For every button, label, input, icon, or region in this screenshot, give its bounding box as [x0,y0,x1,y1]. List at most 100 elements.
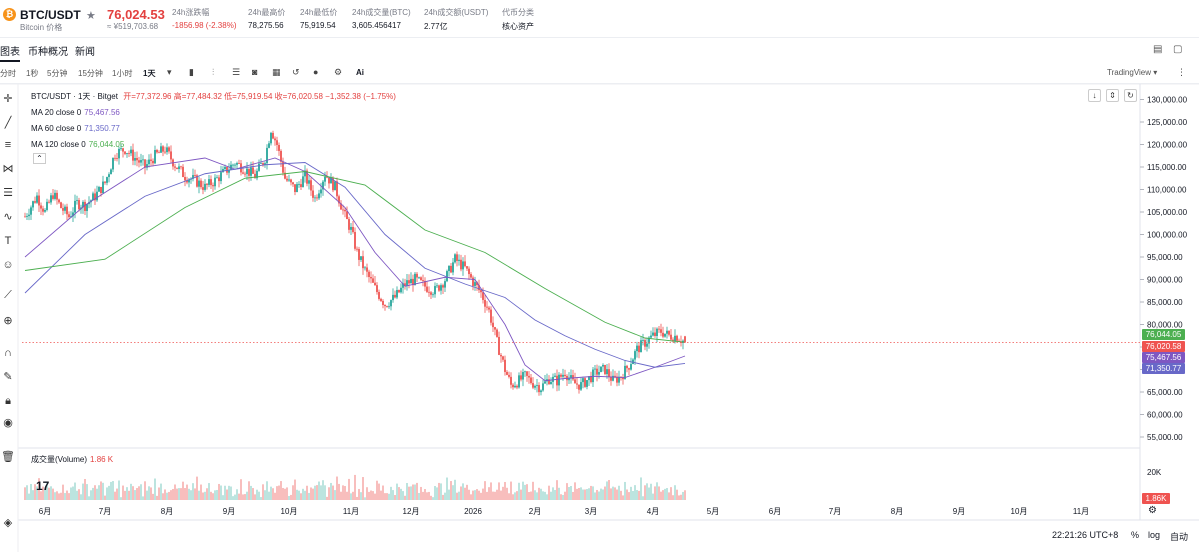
volume-bar [624,481,626,500]
candle-body [668,330,670,335]
volume-bar [296,489,298,500]
emoji-icon[interactable]: ☺ [2,259,14,271]
horizontal-lines-icon[interactable]: ≡ [4,139,12,151]
volume-bar [208,483,210,500]
volume-bar [588,488,590,500]
volume-bar [42,486,44,500]
candle-body [94,193,96,201]
expand-icon[interactable]: ⇕ [1106,89,1119,102]
indicators-icon[interactable]: ⫶ [212,67,215,77]
volume-bar [146,490,148,500]
candle-body [234,164,236,166]
fullscreen-icon[interactable]: ▢ [1173,44,1183,55]
collapse-legend-icon[interactable]: ⌃ [33,153,46,164]
log-toggle[interactable]: log [1148,530,1161,540]
candle-body [116,158,118,159]
brush-icon[interactable]: ∿ [3,211,13,223]
tab-chart[interactable]: 图表 [0,43,20,62]
crosshair-icon[interactable]: ✛ [3,93,13,105]
tab-news[interactable]: 新闻 [75,47,95,58]
interval-dropdown-icon[interactable]: ▾ [167,67,172,77]
magnet-icon[interactable]: ∩ [4,347,12,359]
trend-line-icon[interactable]: ╱ [4,117,12,129]
candle-body [644,340,646,347]
volume-bar [238,493,240,500]
legend-ma20[interactable]: MA 20 close 0 75,467.56 [31,108,120,117]
candle-body [98,186,100,192]
candle-body [96,191,98,201]
pattern-icon[interactable]: ⋈ [2,163,14,175]
layers-icon[interactable]: ◈ [3,517,13,529]
camera-icon[interactable]: ◙ [252,67,258,77]
clipboard-icon[interactable]: ▤ [1153,44,1163,55]
trash-icon[interactable]: 🗑︎ [1,451,15,463]
interval-1h[interactable]: 1小时 [112,69,133,78]
replay-icon[interactable]: ↺ [292,67,300,77]
candle-body [134,158,136,161]
settings-gear-icon[interactable]: ⚙ [334,67,343,77]
candle-body [572,375,574,380]
candle-body [180,166,182,168]
tab-overview[interactable]: 币种概况 [28,47,68,58]
candle-body [330,177,332,184]
text-icon[interactable]: T [4,235,12,247]
volume-bar [276,486,278,500]
auto-toggle[interactable]: 自动 [1170,532,1189,542]
favorite-star-icon[interactable]: ★ [86,10,96,22]
utc-clock[interactable]: 22:21:26 UTC+8 [1052,530,1119,540]
candle-type-icon[interactable]: ▮ [189,67,194,77]
ruler-icon[interactable]: ⟋ [4,289,12,301]
candle-body [44,209,46,212]
candle-body [226,166,228,173]
candle-body [378,292,380,299]
alert-icon[interactable]: ● [313,67,319,77]
volume-bar [492,491,494,500]
percent-toggle[interactable]: % [1131,530,1140,540]
volume-bar [380,490,382,500]
candle-body [86,204,88,212]
volume-bar [298,490,300,500]
interval-5m[interactable]: 5分钟 [47,69,68,78]
candle-body [280,150,282,162]
volume-bar [494,491,496,500]
legend-ma120[interactable]: MA 120 close 0 76,044.05 [31,140,125,149]
interval-1d[interactable]: 1天 [143,69,156,78]
volume-bar [152,493,154,500]
ai-button[interactable]: Ai [356,68,364,77]
pair-title[interactable]: BTC/USDT [20,8,81,22]
reset-icon[interactable]: ↻ [1124,89,1137,102]
volume-bar [676,489,678,500]
fib-icon[interactable]: ☰ [3,187,13,199]
scroll-down-icon[interactable]: ↓ [1088,89,1101,102]
volume-bar [498,482,500,500]
pencil-lock-icon[interactable]: ✎ [3,371,13,383]
legend-ma60[interactable]: MA 60 close 0 71,350.77 [31,124,120,133]
candle-body [58,199,60,203]
interval-1s[interactable]: 1秒 [26,69,39,78]
candle-body [148,159,150,165]
volume-bar [432,497,434,500]
volume-bar [216,489,218,500]
axis-settings-gear-icon[interactable]: ⚙ [1148,505,1157,516]
lock-icon[interactable]: 🔒︎ [5,395,11,407]
volume-bar [166,492,168,500]
volume-bar [396,483,398,500]
zoom-icon[interactable]: ⊕ [3,315,13,327]
volume-bar [604,486,606,500]
interval-15m[interactable]: 15分钟 [78,69,103,78]
eye-icon[interactable]: ◉ [3,417,13,429]
layout-icon[interactable]: ☰ [232,67,241,77]
more-icon[interactable]: ⋮ [1177,67,1186,77]
volume-bar [98,485,100,500]
calendar-icon[interactable]: ▦ [272,67,281,77]
candle-body [438,285,440,291]
volume-bar [84,478,86,500]
volume-bar [594,492,596,500]
volume-bar [134,490,136,500]
candle-body [338,196,340,204]
interval-line[interactable]: 分时 [0,69,16,78]
candle-body [480,290,482,293]
candle-body [388,306,390,308]
tradingview-switch[interactable]: TradingView ▾ [1107,68,1158,77]
